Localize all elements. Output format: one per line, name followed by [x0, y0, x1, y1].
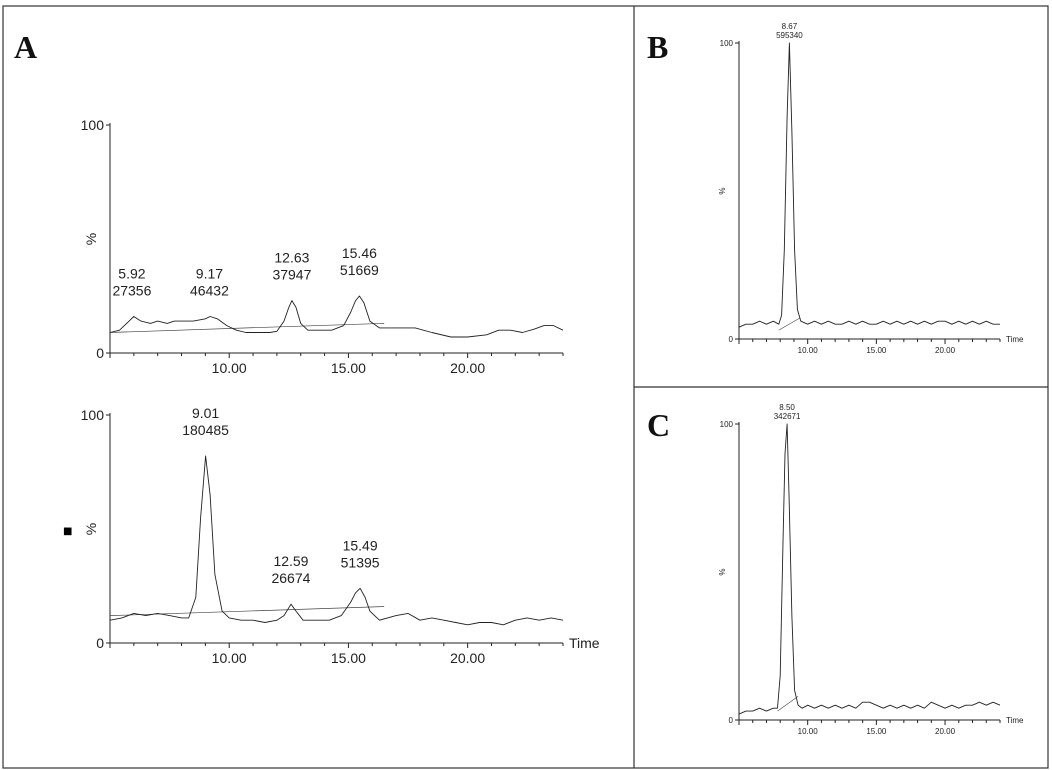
panel-label-b: B — [647, 29, 668, 65]
x-tick-label: 10.00 — [798, 727, 819, 736]
y-tick-label: 0 — [729, 716, 734, 725]
panel-label-a: A — [14, 29, 37, 65]
y-axis-label: % — [83, 523, 99, 535]
x-tick-label: 20.00 — [935, 727, 956, 736]
peak-rt-label: 8.50 — [779, 403, 795, 412]
peak-rt-label: 15.49 — [343, 537, 378, 553]
x-axis-label: Time — [569, 635, 600, 651]
peak-rt-label: 9.17 — [196, 266, 223, 282]
marker-square: ■ — [63, 526, 72, 537]
signal-trace — [109, 455, 564, 626]
peak-area-label: 595340 — [776, 31, 803, 40]
integration-baseline — [778, 318, 800, 331]
y-axis-label: % — [83, 233, 99, 245]
peak-area-label: 180485 — [182, 422, 229, 438]
y-tick-label: 100 — [81, 407, 105, 423]
panel-label-c: C — [647, 407, 670, 443]
y-tick-label: 100 — [81, 117, 105, 133]
y-tick-label: 0 — [96, 635, 104, 651]
x-tick-label: 10.00 — [212, 360, 247, 376]
peak-area-label: 37947 — [272, 267, 311, 283]
y-tick-label: 0 — [729, 335, 734, 344]
peak-area-label: 342671 — [774, 412, 801, 421]
x-axis-label: Time — [1006, 335, 1024, 344]
x-tick-label: 20.00 — [935, 346, 956, 355]
y-axis-label: % — [718, 568, 727, 575]
peak-area-label: 51669 — [340, 262, 379, 278]
integration-baseline — [109, 323, 385, 333]
signal-trace — [109, 295, 564, 338]
peak-rt-label: 15.46 — [342, 245, 377, 261]
integration-baseline — [777, 696, 799, 712]
x-tick-label: 15.00 — [331, 360, 366, 376]
x-tick-label: 20.00 — [450, 650, 485, 666]
x-tick-label: 10.00 — [212, 650, 247, 666]
peak-rt-label: 12.59 — [273, 553, 308, 569]
signal-trace — [738, 423, 1001, 715]
peak-rt-label: 12.63 — [274, 250, 309, 266]
peak-area-label: 51395 — [341, 554, 380, 570]
x-axis-label: Time — [1006, 716, 1024, 725]
peak-area-label: 27356 — [112, 283, 151, 299]
peak-area-label: 46432 — [190, 283, 229, 299]
x-tick-label: 15.00 — [331, 650, 366, 666]
signal-trace — [738, 42, 1000, 328]
x-tick-label: 10.00 — [798, 346, 819, 355]
peak-area-label: 26674 — [271, 570, 310, 586]
x-tick-label: 15.00 — [866, 727, 887, 736]
y-tick-label: 100 — [720, 420, 734, 429]
x-tick-label: 15.00 — [866, 346, 887, 355]
y-tick-label: 100 — [720, 39, 734, 48]
peak-rt-label: 5.92 — [118, 266, 145, 282]
y-axis-label: % — [718, 187, 727, 194]
x-tick-label: 20.00 — [450, 360, 485, 376]
peak-rt-label: 8.67 — [782, 22, 798, 31]
y-tick-label: 0 — [96, 345, 104, 361]
peak-rt-label: 9.01 — [192, 405, 219, 421]
